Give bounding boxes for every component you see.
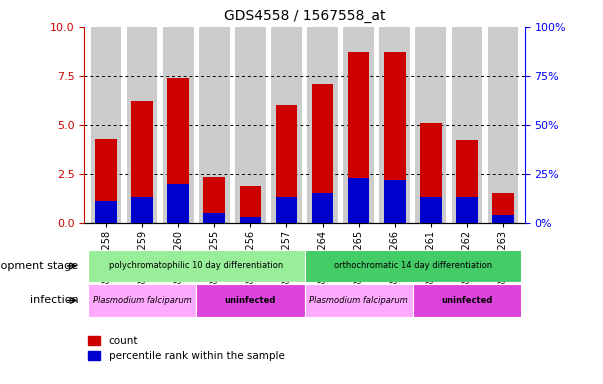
Bar: [271, 27, 302, 223]
Bar: [348, 178, 370, 223]
Bar: [492, 194, 514, 223]
Bar: [343, 27, 374, 223]
Text: development stage: development stage: [0, 261, 78, 271]
Bar: [492, 215, 514, 223]
Text: Plasmodium falciparum: Plasmodium falciparum: [93, 296, 192, 305]
Bar: [88, 250, 305, 282]
Bar: [456, 141, 478, 223]
Bar: [239, 217, 261, 223]
Bar: [348, 52, 370, 223]
Bar: [379, 27, 410, 223]
Bar: [90, 27, 121, 223]
Bar: [384, 180, 406, 223]
Bar: [239, 185, 261, 223]
Text: Plasmodium falciparum: Plasmodium falciparum: [309, 296, 408, 305]
Bar: [127, 27, 157, 223]
Bar: [384, 52, 406, 223]
Bar: [131, 101, 153, 223]
Bar: [312, 84, 333, 223]
Bar: [168, 184, 189, 223]
Text: uninfected: uninfected: [441, 296, 493, 305]
Text: polychromatophilic 10 day differentiation: polychromatophilic 10 day differentiatio…: [109, 262, 283, 270]
Bar: [307, 27, 338, 223]
Text: infection: infection: [30, 295, 78, 306]
Bar: [312, 194, 333, 223]
Bar: [95, 201, 117, 223]
Bar: [131, 197, 153, 223]
Bar: [488, 27, 519, 223]
Bar: [203, 213, 225, 223]
Bar: [95, 139, 117, 223]
Bar: [276, 105, 297, 223]
Bar: [420, 197, 441, 223]
Bar: [163, 27, 194, 223]
Bar: [420, 123, 441, 223]
Title: GDS4558 / 1567558_at: GDS4558 / 1567558_at: [224, 9, 385, 23]
Bar: [276, 197, 297, 223]
Text: uninfected: uninfected: [225, 296, 276, 305]
Bar: [415, 27, 446, 223]
Text: orthochromatic 14 day differentiation: orthochromatic 14 day differentiation: [333, 262, 492, 270]
Bar: [168, 78, 189, 223]
Bar: [305, 284, 413, 317]
Bar: [452, 27, 482, 223]
Bar: [413, 284, 521, 317]
Bar: [199, 27, 230, 223]
Bar: [456, 197, 478, 223]
Legend: count, percentile rank within the sample: count, percentile rank within the sample: [84, 332, 289, 365]
Bar: [88, 284, 196, 317]
Bar: [196, 284, 305, 317]
Bar: [305, 250, 521, 282]
Bar: [203, 177, 225, 223]
Bar: [235, 27, 266, 223]
